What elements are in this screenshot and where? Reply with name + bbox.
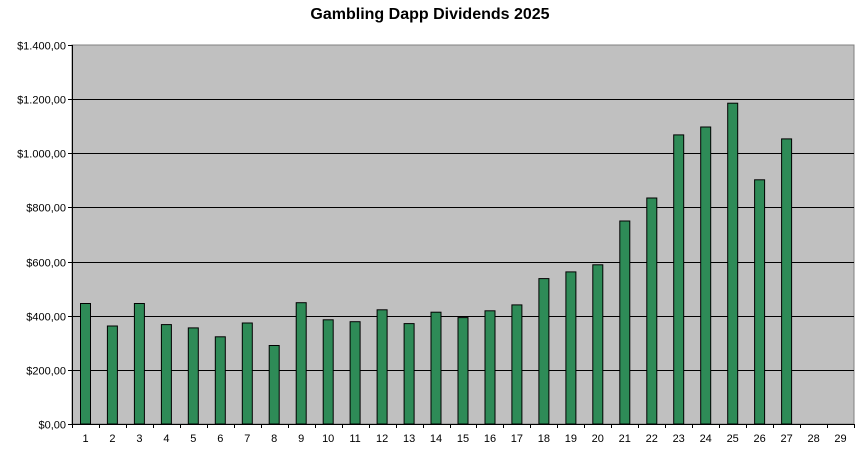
bar — [727, 102, 739, 425]
bar — [430, 311, 442, 425]
x-tick-label: 9 — [298, 433, 304, 445]
x-tick-label: 12 — [376, 433, 388, 445]
bar — [484, 310, 496, 425]
bars — [80, 102, 793, 425]
y-tick-label: $400,00 — [26, 312, 66, 324]
x-tick-label: 29 — [834, 433, 846, 445]
bar — [781, 138, 793, 425]
x-tick-label: 6 — [217, 433, 223, 445]
x-tick-label: 3 — [136, 433, 142, 445]
x-tick-label: 18 — [538, 433, 550, 445]
x-tick-label: 23 — [673, 433, 685, 445]
x-tick-label: 2 — [109, 433, 115, 445]
bar — [619, 220, 631, 425]
bar — [673, 134, 685, 425]
x-tick-label: 20 — [592, 433, 604, 445]
x-tick-label: 28 — [807, 433, 819, 445]
x-tick-label: 1 — [82, 433, 88, 445]
bar — [106, 325, 118, 425]
bar — [295, 302, 307, 425]
bar — [133, 303, 145, 425]
x-tick-label: 7 — [244, 433, 250, 445]
bar — [268, 345, 280, 425]
x-tick-label: 19 — [565, 433, 577, 445]
bar — [457, 317, 469, 425]
bar — [754, 179, 766, 425]
x-tick-label: 11 — [349, 433, 360, 445]
y-tick-label: $1.400,00 — [17, 41, 66, 53]
x-tick-label: 14 — [430, 433, 442, 445]
bar — [187, 327, 199, 425]
bar — [511, 304, 523, 425]
bar — [592, 264, 604, 425]
bar — [700, 126, 712, 425]
x-tick-label: 26 — [753, 433, 765, 445]
x-tick-label: 16 — [484, 433, 496, 445]
x-tick-label: 24 — [700, 433, 712, 445]
axes — [68, 45, 855, 428]
bar — [322, 319, 334, 425]
y-tick-label: $1.200,00 — [17, 95, 66, 107]
bar — [214, 336, 226, 425]
bar — [241, 322, 253, 425]
y-tick-labels: $0,00 $200,00 $400,00 $600,00 $800,00 $1.000,… — [17, 41, 66, 432]
x-tick-label: 5 — [190, 433, 196, 445]
y-tick-label: $0,00 — [38, 420, 66, 432]
bar — [646, 197, 658, 425]
x-tick-label: 21 — [619, 433, 631, 445]
x-tick-label: 10 — [322, 433, 334, 445]
y-tick-label: $800,00 — [26, 203, 66, 215]
x-tick-label: 8 — [271, 433, 277, 445]
x-tick-labels: 1 2 3 4 5 6 7 8 9 10 11 12 13 14 15 16 17 18 19 20 21 22 23 24 2… — [82, 433, 846, 445]
bar — [349, 321, 361, 425]
x-tick-label: 17 — [511, 433, 523, 445]
y-tick-label: $600,00 — [26, 258, 66, 270]
x-tick-label: 25 — [727, 433, 739, 445]
x-tick-label: 4 — [163, 433, 169, 445]
bar — [160, 324, 172, 425]
x-tick-label: 15 — [457, 433, 469, 445]
bar — [376, 309, 388, 425]
x-tick-label: 13 — [403, 433, 415, 445]
bar — [80, 303, 91, 425]
x-tick-label: 22 — [646, 433, 658, 445]
y-tick-label: $1.000,00 — [17, 149, 66, 161]
x-tick-label: 27 — [780, 433, 792, 445]
bar — [403, 323, 415, 425]
chart-title: Gambling Dapp Dividends 2025 — [310, 6, 550, 23]
bar — [565, 271, 577, 425]
bar — [538, 278, 550, 425]
y-tick-label: $200,00 — [26, 366, 66, 378]
